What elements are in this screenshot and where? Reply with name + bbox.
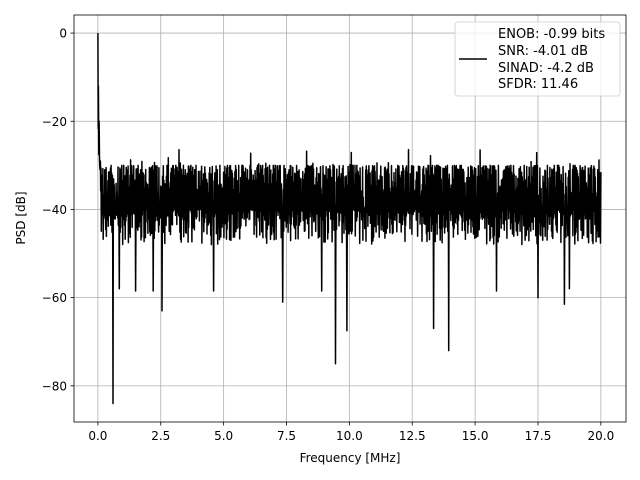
x-tick-label: 2.5 bbox=[151, 429, 170, 443]
y-axis-label: PSD [dB] bbox=[14, 191, 28, 244]
y-tick-label: −60 bbox=[42, 291, 67, 305]
plot-area bbox=[97, 33, 602, 405]
legend-box bbox=[454, 21, 621, 97]
y-tick-label: 0 bbox=[59, 27, 67, 41]
x-tick-label: 12.5 bbox=[399, 429, 426, 443]
legend-sfdr: SFDR: 11.46 bbox=[498, 77, 578, 92]
x-tick-label: 20.0 bbox=[587, 429, 614, 443]
legend-snr: SNR: -4.01 dB bbox=[498, 44, 588, 59]
legend-sinad: SINAD: -4.2 dB bbox=[498, 61, 594, 76]
y-tick-label: −40 bbox=[42, 203, 67, 217]
x-axis-label: Frequency [MHz] bbox=[300, 451, 401, 465]
x-tick-label: 15.0 bbox=[462, 429, 489, 443]
x-tick-label: 0.0 bbox=[88, 429, 107, 443]
x-tick-label: 17.5 bbox=[525, 429, 552, 443]
axes-frame bbox=[73, 14, 627, 423]
ticks: 0.0 2.5 5.0 7.5 10.0 12.5 15.0 17.5 20.0 0 −20 −40 −… bbox=[42, 27, 615, 443]
x-tick-label: 10.0 bbox=[336, 429, 363, 443]
legend-enob: ENOB: -0.99 bits bbox=[498, 27, 605, 42]
y-tick-label: −80 bbox=[42, 379, 67, 393]
y-tick-label: −20 bbox=[42, 115, 67, 129]
x-tick-label: 5.0 bbox=[214, 429, 233, 443]
x-tick-label: 7.5 bbox=[277, 429, 296, 443]
legend: ENOB: -0.99 bits SNR: -4.01 dB SINAD: -4… bbox=[454, 21, 621, 97]
psd-series-line bbox=[97, 33, 602, 405]
